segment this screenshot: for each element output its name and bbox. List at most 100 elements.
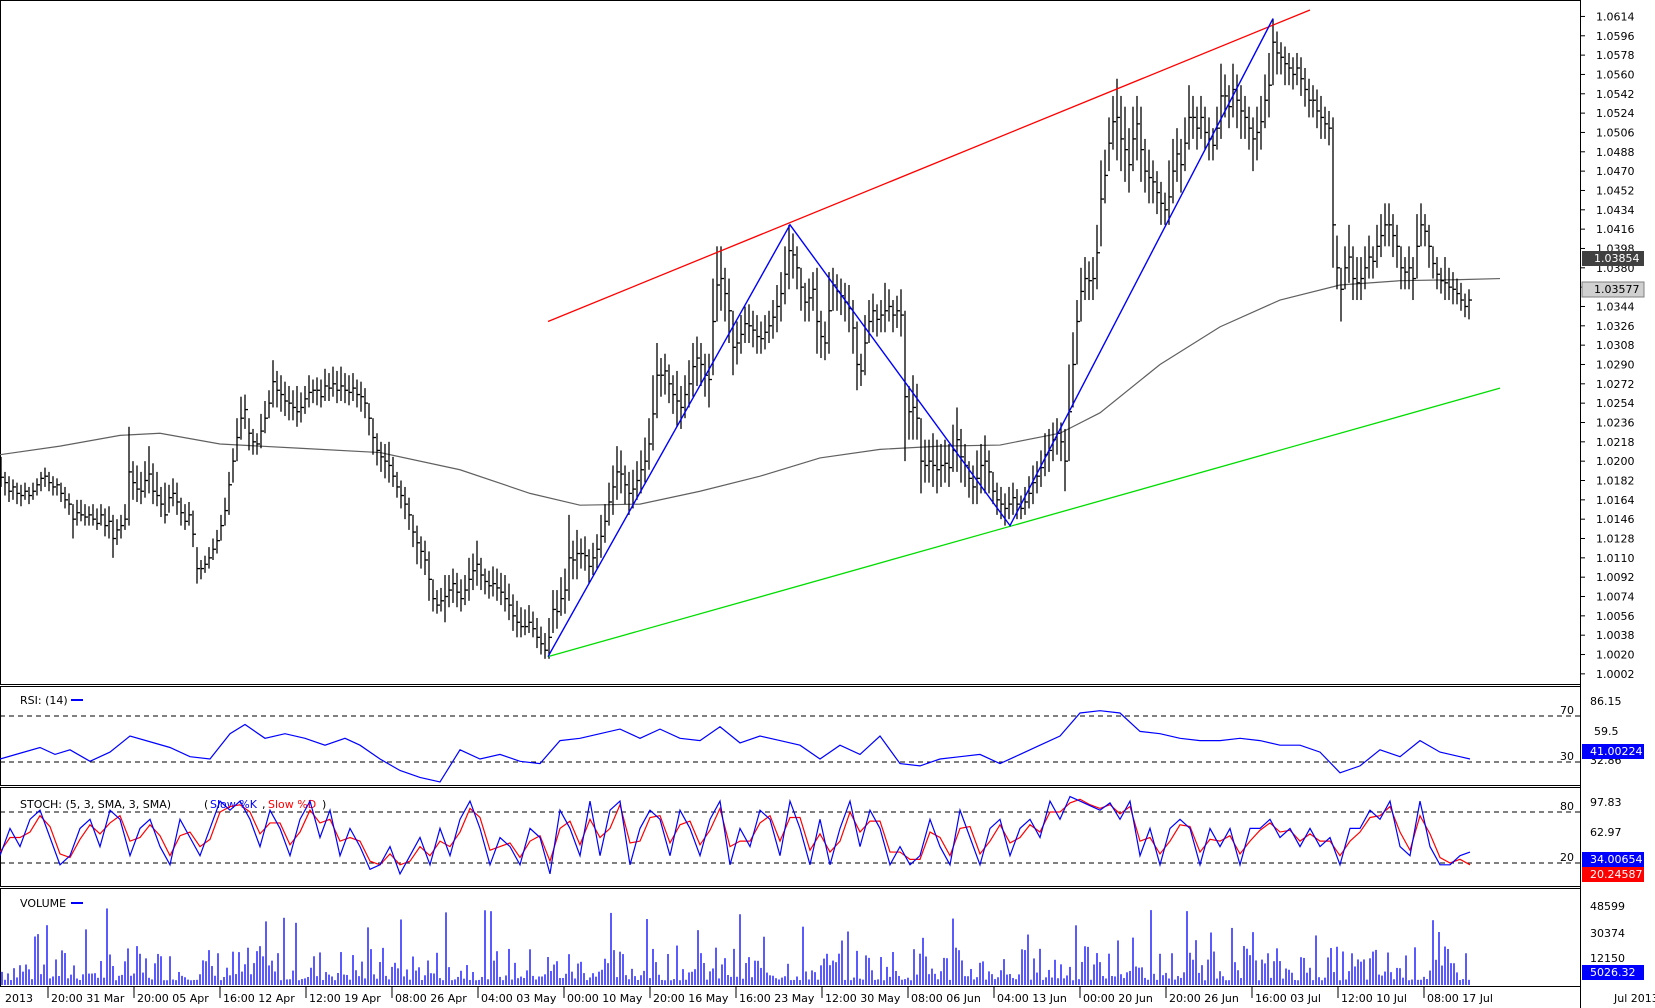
- ohlc-bar: [960, 428, 964, 483]
- ohlc-bar: [1416, 214, 1420, 279]
- ohlc-bar: [1344, 246, 1348, 290]
- ohlc-bar: [312, 379, 316, 404]
- ohlc-bar: [72, 504, 76, 539]
- ohlc-bar: [1324, 106, 1328, 139]
- ohlc-bar: [1204, 106, 1208, 150]
- ohlc-bar: [740, 315, 744, 354]
- ohlc-bar: [368, 403, 372, 436]
- ohlc-bar: [164, 482, 168, 524]
- ohlc-bar: [1360, 257, 1364, 301]
- ohlc-bar: [996, 482, 1000, 515]
- volume-title: VOLUME: [20, 897, 66, 910]
- ohlc-bar: [372, 418, 376, 455]
- ohlc-bar: [84, 504, 88, 526]
- ohlc-bar: [900, 289, 904, 337]
- ohlc-bar: [768, 310, 772, 343]
- ohlc-bar: [200, 559, 204, 580]
- ohlc-bar: [864, 315, 868, 376]
- price-tick-label: 1.0128: [1596, 533, 1635, 546]
- ohlc-bar: [68, 493, 72, 515]
- ohlc-bar: [1260, 95, 1264, 150]
- ohlc-bar: [1100, 160, 1104, 247]
- price-tick-label: 1.0542: [1596, 88, 1635, 101]
- ohlc-bar: [1448, 267, 1452, 301]
- stoch-d-badge: [1582, 867, 1644, 882]
- ohlc-bar: [736, 321, 740, 365]
- rsi-level-30-label: 30: [1560, 750, 1574, 763]
- ohlc-bar: [1152, 160, 1156, 204]
- ohlc-bar: [472, 553, 476, 591]
- ohlc-bar: [724, 267, 728, 322]
- ohlc-bar: [92, 504, 96, 526]
- ohlc-bar: [548, 617, 552, 659]
- ohlc-bar: [44, 467, 48, 487]
- price-panel-frame: [0, 0, 1581, 685]
- ohlc-bar: [1312, 85, 1316, 118]
- ohlc-bar: [880, 300, 884, 333]
- time-tick-label: 2013: [5, 992, 33, 1005]
- ohlc-bar: [396, 471, 400, 498]
- time-tick-label: 20:00 31 Mar: [51, 992, 125, 1005]
- ohlc-bar: [392, 456, 396, 487]
- ohlc-bar: [336, 370, 340, 404]
- ohlc-bar: [364, 388, 368, 419]
- stoch-level-20-label: 20: [1560, 851, 1574, 864]
- ohlc-bar: [184, 504, 188, 530]
- ohlc-bar: [304, 385, 308, 414]
- ohlc-bar: [1420, 203, 1424, 247]
- ohlc-bar: [360, 381, 364, 412]
- ohlc-bar: [800, 267, 804, 311]
- ohlc-bar: [1240, 85, 1244, 139]
- ohlc-bar: [944, 439, 948, 483]
- ohlc-bar: [1244, 95, 1248, 139]
- ohlc-bar: [600, 514, 604, 558]
- ohlc-bar: [28, 486, 32, 505]
- ohlc-bar: [136, 465, 140, 502]
- ohlc-bar: [296, 385, 300, 427]
- ohlc-bar: [112, 514, 116, 558]
- price-tick-label: 1.0002: [1596, 668, 1635, 681]
- ohlc-bar: [552, 590, 556, 634]
- moving-average: [0, 277, 1501, 506]
- ohlc-bar: [276, 370, 280, 408]
- ohlc-bar: [1236, 74, 1240, 129]
- ohlc-bar: [1104, 149, 1108, 204]
- ohlc-bar: [1372, 246, 1376, 279]
- price-tick-label: 1.0254: [1596, 397, 1635, 410]
- ohlc-bar: [1076, 300, 1080, 365]
- ohlc-bar: [872, 293, 876, 333]
- ohlc-bar: [172, 478, 176, 507]
- ohlc-bar: [1080, 267, 1084, 322]
- ohlc-bar: [456, 572, 460, 608]
- stoch-legend-sep: ,: [262, 798, 266, 811]
- ohlc-bar: [220, 514, 224, 541]
- ohlc-bar: [1348, 224, 1352, 283]
- ohlc-bar: [856, 321, 860, 391]
- ohlc-bar: [628, 471, 632, 515]
- price-tick-label: 1.0146: [1596, 513, 1635, 526]
- ohlc-bar: [1384, 203, 1388, 247]
- ohlc-bar: [1248, 106, 1252, 150]
- ohlc-bar: [1140, 106, 1144, 182]
- ohlc-bar: [1332, 117, 1336, 268]
- time-tick-label: 08:00 06 Jun: [911, 992, 981, 1005]
- price-tick-label: 1.0110: [1596, 552, 1635, 565]
- stoch-legend-d: Slow %D: [268, 798, 316, 811]
- ohlc-bar: [140, 471, 144, 505]
- ohlc-bar: [676, 370, 680, 427]
- ohlc-bar: [764, 315, 768, 350]
- price-tick-label: 1.0488: [1596, 146, 1635, 159]
- ohlc-bar: [116, 519, 120, 545]
- ohlc-bar: [124, 504, 128, 530]
- ohlc-bar: [1172, 138, 1176, 204]
- price-tick-label: 1.0272: [1596, 378, 1635, 391]
- ohlc-bar: [1320, 95, 1324, 139]
- ohlc-bar: [1116, 78, 1120, 161]
- price-tick-label: 1.0074: [1596, 591, 1635, 604]
- ohlc-bar: [912, 375, 916, 440]
- ohlc-bar: [504, 575, 508, 612]
- ohlc-bar: [256, 433, 260, 455]
- ohlc-bar: [624, 465, 628, 505]
- ohlc-bar: [632, 469, 636, 509]
- ohlc-bar: [188, 501, 192, 526]
